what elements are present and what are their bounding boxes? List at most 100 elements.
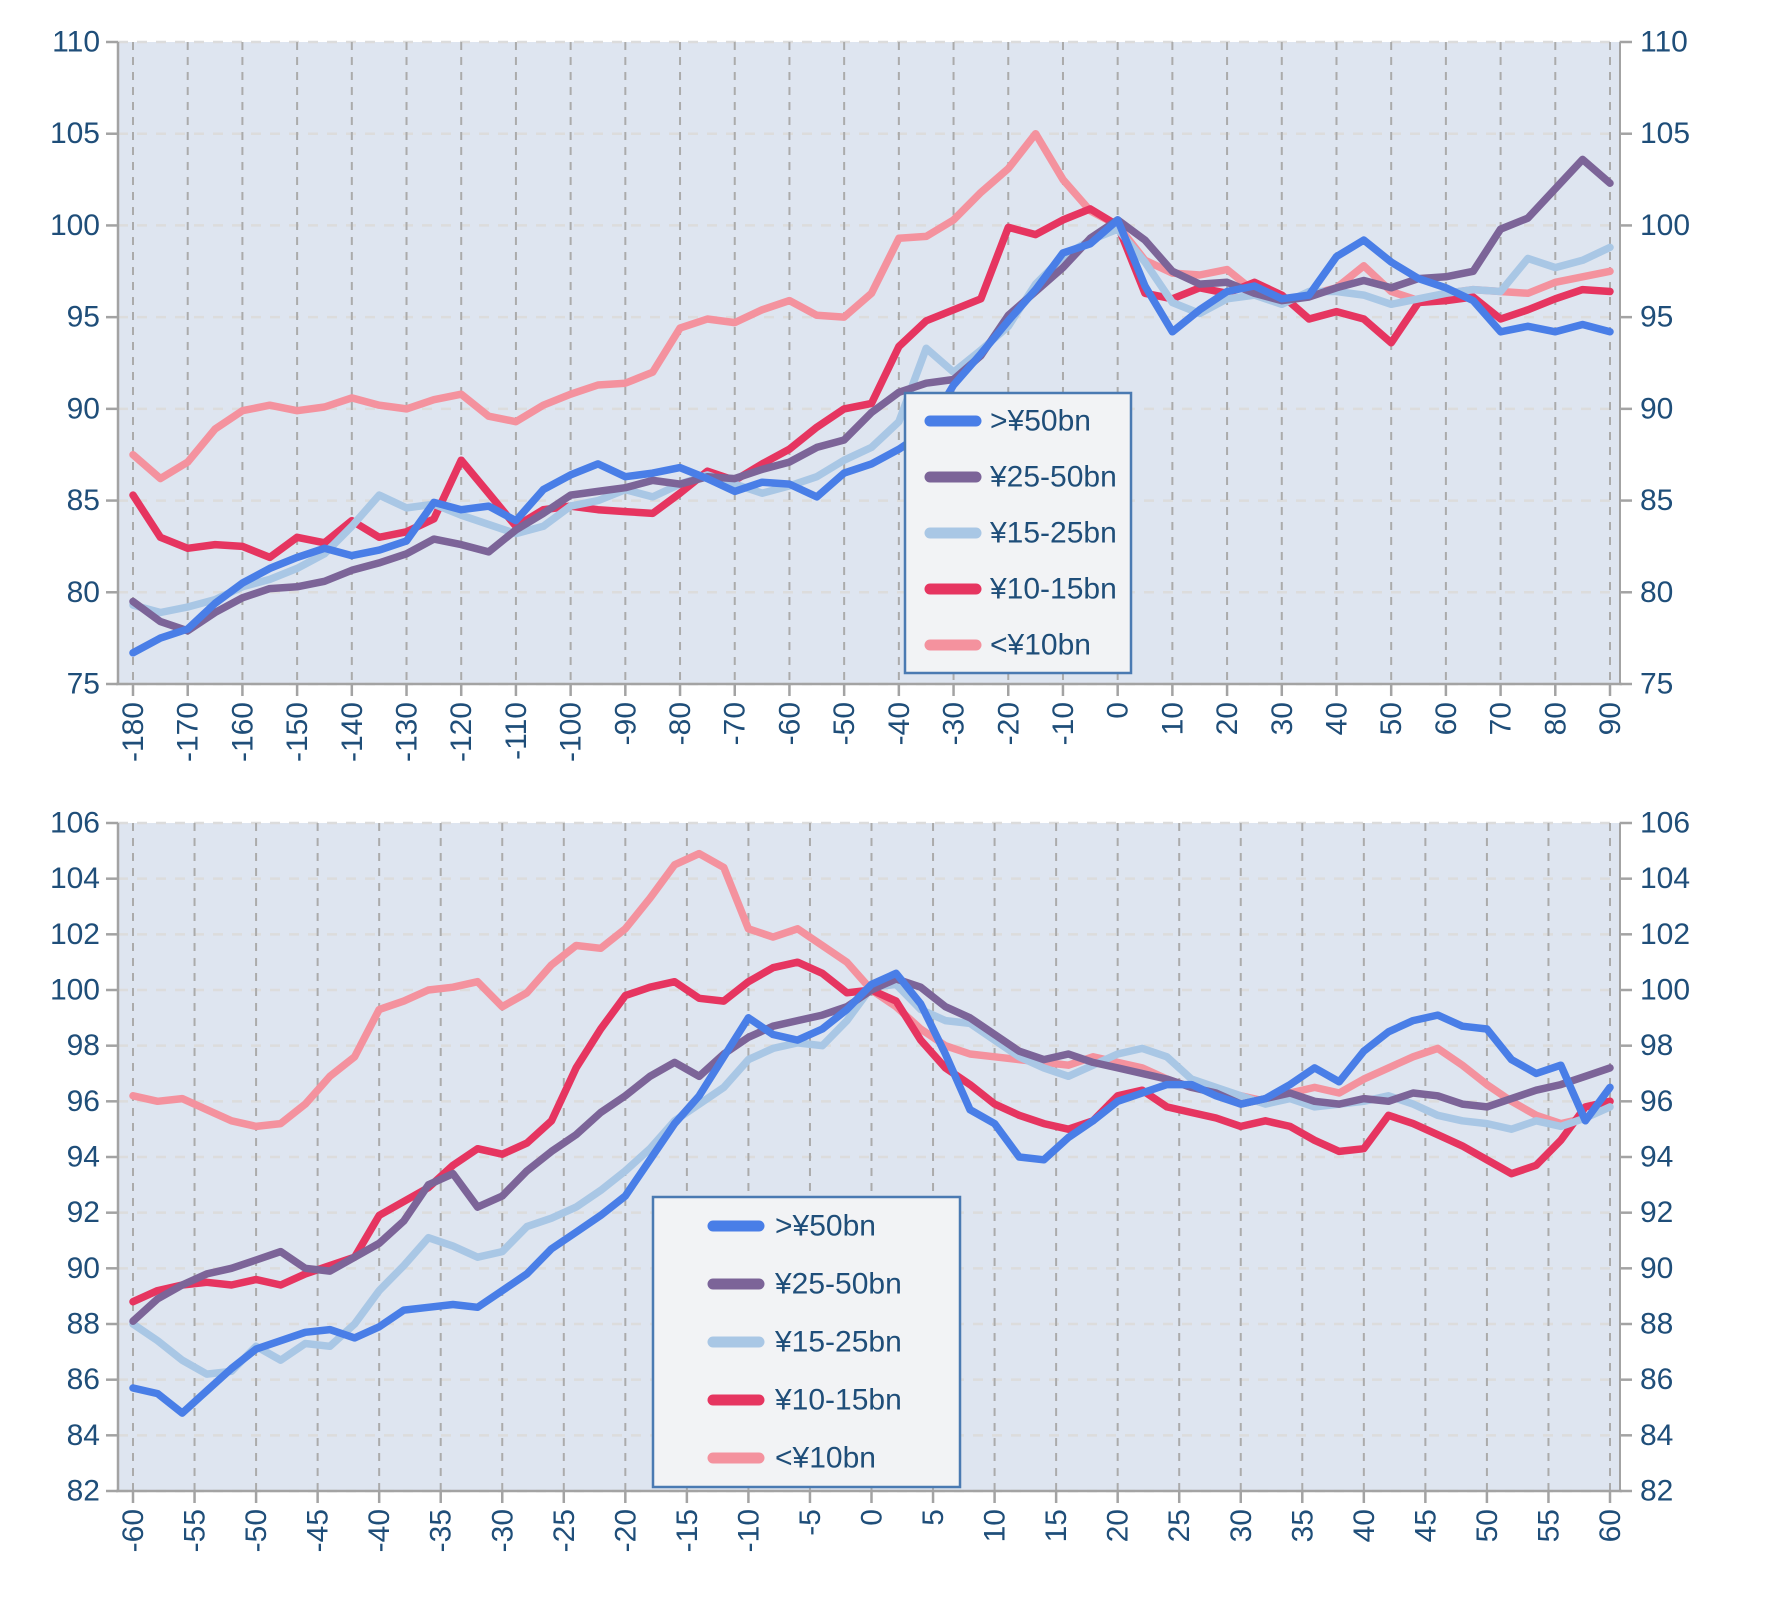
y-axis-tick-label-left: 90 bbox=[67, 392, 100, 425]
y-grid-and-labels: 75 75 80 80 85 85 90 90 95 95 100 100 105 105 110 110 bbox=[50, 26, 1690, 701]
x-grid-and-labels: -180 -170 -160 -150 -140 -130 -120 -110 -100 -90-… bbox=[117, 42, 1627, 762]
series-line-25-50bn bbox=[129, 155, 1614, 635]
y-grid-and-labels: 82 82 84 84 86 86 88 88 90 90 92 92 94 94 96 96 98 98 100 1… bbox=[50, 810, 1690, 1508]
x-axis-tick-label: 15 bbox=[1040, 1509, 1073, 1542]
y-axis-tick-label-left: 110 bbox=[52, 26, 100, 59]
series-group bbox=[129, 129, 1614, 657]
y-axis-tick-label-right: 105 bbox=[1640, 117, 1690, 150]
y-axis-tick-label-right: 90 bbox=[1640, 1252, 1673, 1285]
y-axis-tick-label-left: 105 bbox=[50, 117, 100, 150]
x-axis-tick-label: -40 bbox=[883, 702, 916, 745]
y-axis-tick-label-left: 106 bbox=[50, 810, 100, 840]
y-axis-tick-label-right: 100 bbox=[1640, 209, 1690, 242]
x-axis-tick-label: 25 bbox=[1163, 1509, 1196, 1542]
y-axis-tick-label-left: 94 bbox=[67, 1141, 100, 1174]
series-line-10-15bn bbox=[129, 205, 1614, 562]
y-axis-tick-label-right: 75 bbox=[1640, 668, 1673, 701]
x-axis-tick-label: 20 bbox=[1211, 702, 1244, 735]
legend-label-15-25bn: ¥15-25bn bbox=[989, 517, 1117, 550]
y-axis-tick-label-right: 86 bbox=[1640, 1363, 1673, 1396]
plot-area bbox=[118, 42, 1620, 684]
y-axis-tick-label-left: 100 bbox=[50, 209, 100, 242]
x-grid-and-labels: -60 -55 -50 -45 -40 -35 -30 -25 -20 -15 -10 -5 0 5 10 1… bbox=[117, 823, 1627, 1552]
x-axis-tick-label: 50 bbox=[1471, 1509, 1504, 1542]
x-axis-tick-label: -25 bbox=[548, 1509, 581, 1552]
x-axis-tick-label: -60 bbox=[117, 1509, 150, 1552]
x-axis-tick-label: -130 bbox=[391, 702, 424, 762]
x-axis-tick-label: -45 bbox=[302, 1509, 335, 1552]
x-axis-tick-label: 90 bbox=[1594, 702, 1627, 735]
legend-label-50bn: >¥50bn bbox=[775, 1210, 876, 1243]
x-axis-tick-label: -10 bbox=[732, 1509, 765, 1552]
y-axis-tick-label-left: 104 bbox=[50, 862, 100, 895]
x-axis-tick-label: 5 bbox=[917, 1509, 950, 1526]
x-axis-tick-label: -20 bbox=[609, 1509, 642, 1552]
y-axis-tick-label-right: 96 bbox=[1640, 1085, 1673, 1118]
legend: >¥50bn ¥25-50bn ¥15-25bn ¥10-15bn <¥10bn bbox=[903, 391, 1133, 675]
y-axis-tick-label-left: 80 bbox=[67, 576, 100, 609]
y-axis-tick-label-right: 94 bbox=[1640, 1141, 1673, 1174]
x-axis-tick-label: 70 bbox=[1485, 702, 1518, 735]
y-axis-tick-label-right: 85 bbox=[1640, 484, 1673, 517]
y-axis-tick-label-left: 102 bbox=[50, 918, 100, 951]
legend-label-15-25bn: ¥15-25bn bbox=[774, 1326, 902, 1359]
x-axis-tick-label: -35 bbox=[425, 1509, 458, 1552]
x-axis-tick-label: -50 bbox=[240, 1509, 273, 1552]
legend-label-10-15bn: ¥10-15bn bbox=[989, 573, 1117, 606]
x-axis-tick-label: -170 bbox=[172, 702, 205, 762]
y-axis-tick-label-left: 96 bbox=[67, 1085, 100, 1118]
x-axis-tick-label: -10 bbox=[1047, 702, 1080, 745]
x-axis-tick-label: 0 bbox=[856, 1509, 889, 1526]
x-axis-tick-label: -5 bbox=[794, 1509, 827, 1536]
legend: >¥50bn ¥25-50bn ¥15-25bn ¥10-15bn <¥10bn bbox=[651, 1195, 962, 1489]
y-axis-tick-label-right: 82 bbox=[1640, 1475, 1673, 1508]
y-axis-tick-label-left: 85 bbox=[67, 484, 100, 517]
y-axis-tick-label-right: 88 bbox=[1640, 1308, 1673, 1341]
x-axis-tick-label: 30 bbox=[1225, 1509, 1258, 1542]
y-axis-tick-label-left: 90 bbox=[67, 1252, 100, 1285]
legend-label-10bn: <¥10bn bbox=[990, 629, 1091, 662]
y-axis-tick-label-right: 98 bbox=[1640, 1029, 1673, 1062]
axis-lines bbox=[116, 42, 1622, 686]
y-axis-tick-label-left: 92 bbox=[67, 1196, 100, 1229]
x-axis-tick-label: 20 bbox=[1102, 1509, 1135, 1542]
y-axis-tick-label-left: 98 bbox=[67, 1029, 100, 1062]
y-axis-tick-label-right: 110 bbox=[1640, 26, 1688, 59]
x-axis-tick-label: -50 bbox=[828, 702, 861, 745]
y-axis-tick-label-left: 75 bbox=[67, 668, 100, 701]
x-axis-tick-label: -140 bbox=[336, 702, 369, 762]
series-line-10bn bbox=[129, 129, 1614, 483]
x-axis-tick-label: 40 bbox=[1320, 702, 1353, 735]
x-axis-tick-label: -70 bbox=[719, 702, 752, 745]
x-axis-tick-label: 30 bbox=[1266, 702, 1299, 735]
x-axis-tick-label: -90 bbox=[609, 702, 642, 745]
series-line-50bn bbox=[129, 216, 1614, 657]
x-axis-tick-label: 60 bbox=[1594, 1509, 1627, 1542]
series-line-15-25bn bbox=[129, 225, 1614, 617]
series-line-50bn bbox=[129, 969, 1614, 1417]
series-group bbox=[129, 849, 1614, 1417]
x-axis-tick-label: -60 bbox=[773, 702, 806, 745]
y-axis-tick-label-right: 95 bbox=[1640, 301, 1673, 334]
legend-label-25-50bn: ¥25-50bn bbox=[989, 461, 1117, 494]
x-axis-tick-label: -30 bbox=[938, 702, 971, 745]
y-axis-tick-label-left: 95 bbox=[67, 301, 100, 334]
x-axis-tick-label: -55 bbox=[179, 1509, 212, 1552]
x-axis-tick-label: 10 bbox=[979, 1509, 1012, 1542]
legend-label-25-50bn: ¥25-50bn bbox=[774, 1268, 902, 1301]
y-axis-tick-label-left: 82 bbox=[67, 1475, 100, 1508]
series-line-25-50bn bbox=[129, 975, 1614, 1325]
y-axis-tick-label-right: 90 bbox=[1640, 392, 1673, 425]
y-axis-tick-label-left: 88 bbox=[67, 1308, 100, 1341]
x-axis-tick-label: 45 bbox=[1409, 1509, 1442, 1542]
x-axis-tick-label: 0 bbox=[1102, 702, 1135, 719]
x-axis-tick-label: 35 bbox=[1286, 1509, 1319, 1542]
x-axis-tick-label: -120 bbox=[445, 702, 478, 762]
legend-label-10bn: <¥10bn bbox=[775, 1442, 876, 1475]
y-axis-tick-label-left: 100 bbox=[50, 974, 100, 1007]
x-axis-tick-label: -110 bbox=[500, 702, 533, 760]
x-axis-tick-label: 55 bbox=[1532, 1509, 1565, 1542]
y-axis-tick-label-right: 102 bbox=[1640, 918, 1690, 951]
